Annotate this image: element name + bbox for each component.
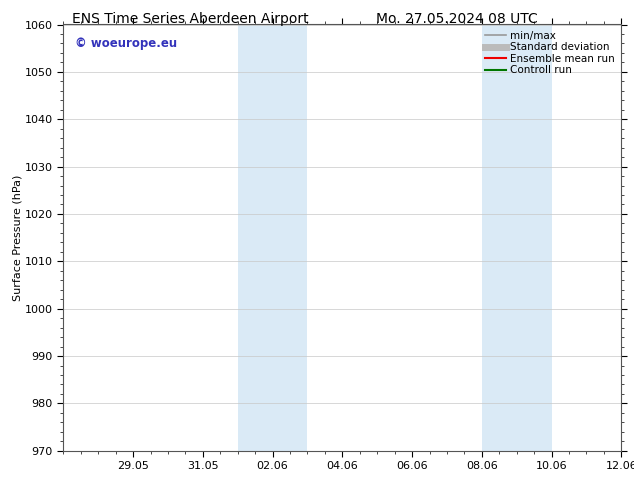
Text: Mo. 27.05.2024 08 UTC: Mo. 27.05.2024 08 UTC [375,12,538,26]
Text: © woeurope.eu: © woeurope.eu [75,37,177,50]
Bar [482,24,552,451]
Text: ENS Time Series Aberdeen Airport: ENS Time Series Aberdeen Airport [72,12,309,26]
Legend: min/max, Standard deviation, Ensemble mean run, Controll run: min/max, Standard deviation, Ensemble me… [481,26,619,79]
Bar [238,24,307,451]
Y-axis label: Surface Pressure (hPa): Surface Pressure (hPa) [12,174,22,301]
